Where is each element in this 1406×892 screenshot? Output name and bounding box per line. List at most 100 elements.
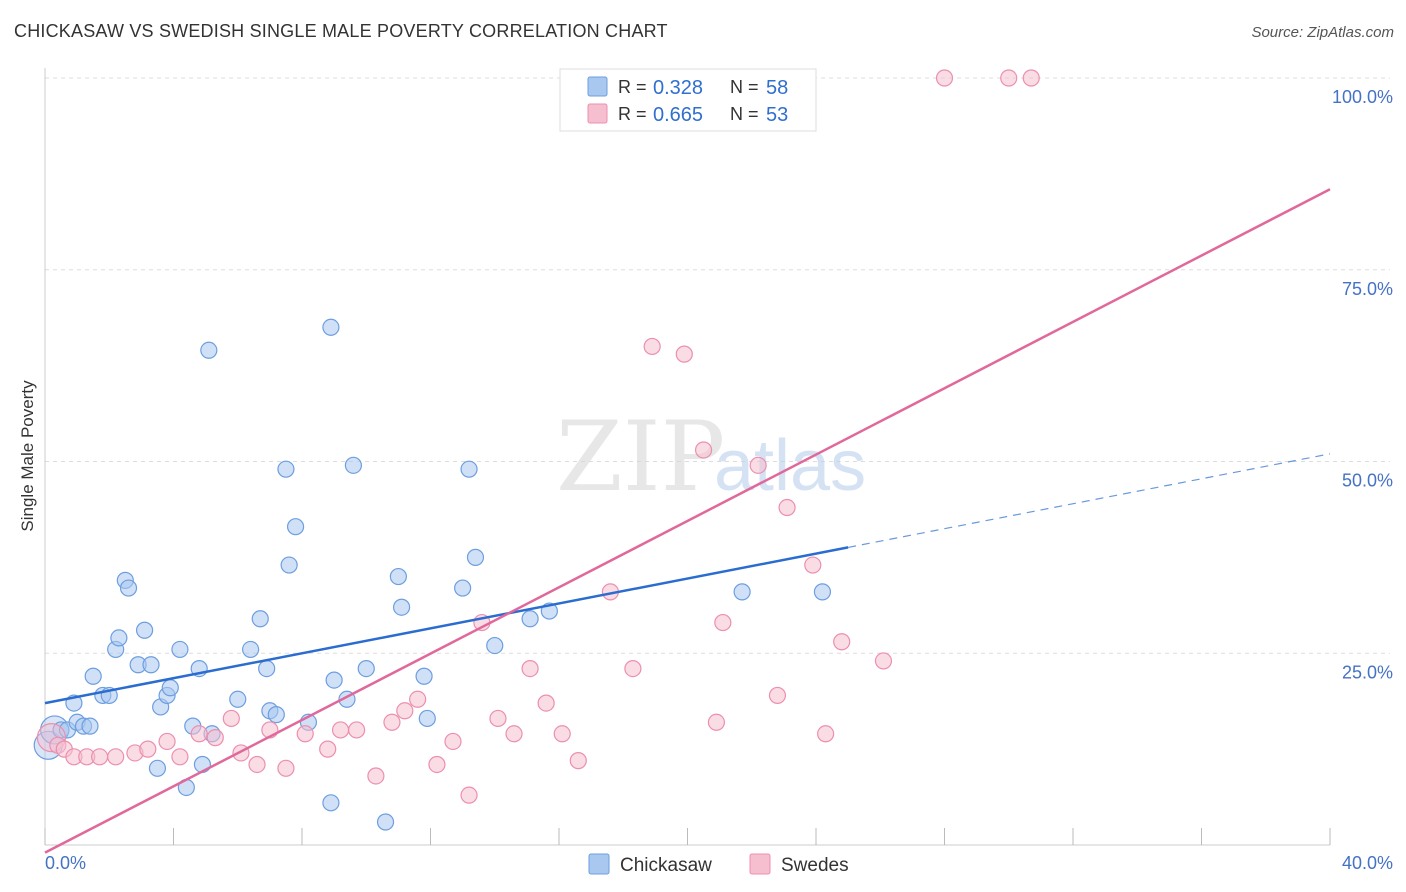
chickasaw-point-42 [389, 567, 407, 586]
chickasaw-point-26 [229, 690, 247, 708]
swedes-point-27 [444, 732, 462, 751]
chickasaw-point-31 [267, 706, 285, 724]
chickasaw-point-32 [277, 460, 295, 478]
chickasaw-point-15 [142, 656, 160, 674]
swedes-point-37 [624, 659, 642, 678]
x-tick-label-max: 40.0% [1342, 853, 1393, 873]
swedes-point-49 [817, 725, 835, 743]
swedes-point-45 [768, 686, 787, 705]
chickasaw-point-55 [322, 794, 340, 812]
legend-box: R = 0.328 N = 58 R = 0.665 N = 53 [559, 68, 817, 132]
chickasaw-point-41 [376, 813, 395, 831]
swedes-point-25 [409, 690, 427, 708]
swedes-point-5 [91, 748, 109, 766]
chickasaw-point-44 [418, 709, 436, 728]
chickasaw-point-20 [171, 640, 189, 659]
swedes-point-24 [396, 702, 414, 720]
chickasaw-trendline [44, 546, 849, 705]
legend-n-label-swedes: N = [730, 104, 759, 124]
bottom-legend-swatch-chickasaw [588, 853, 610, 875]
chart-title: CHICKASAW VS SWEDISH SINGLE MALE POVERTY… [14, 21, 668, 41]
swedes-point-15 [248, 755, 266, 774]
swedes-point-17 [277, 759, 295, 777]
chickasaw-point-27 [242, 640, 260, 659]
chickasaw-point-36 [322, 318, 340, 336]
legend-swatch-chickasaw [587, 76, 608, 97]
swedes-point-41 [694, 441, 713, 459]
swedes-point-38 [643, 337, 661, 356]
swedes-point-33 [537, 694, 555, 712]
chickasaw-point-43 [392, 598, 411, 616]
swedes-point-34 [553, 725, 571, 743]
legend-r-label-swedes: R = [618, 104, 647, 124]
chickasaw-point-47 [460, 460, 478, 478]
swedes-point-23 [383, 713, 401, 731]
chickasaw-trendline-extension [848, 453, 1331, 548]
x-tick-label-min: 0.0% [45, 853, 86, 873]
chickasaw-point-45 [415, 667, 433, 685]
legend-n-label-chickasaw: N = [730, 77, 759, 97]
chickasaw-point-10 [110, 629, 128, 647]
chickasaw-point-48 [466, 548, 485, 566]
legend-n-value-chickasaw: 58 [766, 77, 788, 99]
y-tick-label-50: 50.0% [1342, 471, 1393, 491]
y-tick-label-75: 75.0% [1342, 279, 1393, 299]
swedes-point-46 [778, 498, 796, 517]
chickasaw-point-37 [325, 671, 343, 689]
source-label: Source: ZipAtlas.com [1251, 24, 1394, 41]
legend-n-value-swedes: 53 [766, 104, 788, 126]
swedes-point-26 [428, 755, 446, 774]
swedes-point-44 [749, 456, 767, 474]
swedes-point-32 [521, 659, 539, 678]
watermark-zip: ZIP [556, 401, 725, 513]
chickasaw-point-53 [813, 583, 832, 601]
legend-swatch-swedes [587, 103, 608, 124]
watermark: ZIP atlas [556, 401, 866, 513]
swedes-point-19 [319, 740, 337, 758]
swedes-point-12 [206, 729, 224, 747]
chickasaw-point-33 [280, 556, 298, 574]
chickasaw-point-49 [486, 636, 504, 655]
chickasaw-point-29 [258, 659, 276, 678]
chickasaw-point-40 [357, 659, 375, 678]
bottom-legend: Chickasaw Swedes [588, 853, 849, 876]
swedes-point-31 [505, 725, 523, 743]
chickasaw-point-34 [286, 518, 305, 536]
legend-r-value-chickasaw: 0.328 [653, 77, 703, 99]
chickasaw-point-12 [119, 579, 138, 597]
swedes-point-18 [296, 725, 314, 743]
swedes-point-6 [107, 748, 125, 766]
swedes-point-21 [348, 721, 366, 739]
swedes-point-20 [331, 721, 350, 739]
series-swedes-points [36, 69, 1040, 804]
swedes-point-40 [675, 345, 693, 363]
swedes-point-13 [222, 709, 240, 728]
swedes-point-53 [1000, 69, 1018, 87]
x-ticks [44, 828, 1331, 845]
swedes-point-54 [1022, 69, 1040, 87]
watermark-atlas: atlas [714, 426, 866, 506]
swedes-trendline [44, 188, 1331, 854]
chickasaw-point-52 [733, 583, 751, 601]
swedes-point-50 [833, 633, 851, 651]
chickasaw-point-28 [251, 610, 269, 628]
swedes-point-51 [874, 652, 893, 670]
swedes-point-48 [804, 556, 822, 574]
chickasaw-point-46 [454, 579, 472, 597]
chickasaw-point-6 [84, 667, 102, 685]
chickasaw-point-57 [81, 717, 99, 735]
swedes-point-11 [190, 725, 208, 743]
y-tick-label-100: 100.0% [1332, 87, 1393, 107]
bottom-legend-label-chickasaw: Chickasaw [620, 855, 712, 876]
swedes-point-30 [489, 709, 507, 728]
legend-r-value-swedes: 0.665 [653, 104, 703, 126]
swedes-point-8 [139, 740, 157, 758]
chickasaw-point-16 [148, 759, 167, 777]
bottom-legend-label-swedes: Swedes [781, 855, 849, 876]
trendlines [44, 188, 1331, 854]
chickasaw-point-14 [135, 621, 154, 639]
chickasaw-point-50 [521, 610, 539, 628]
swedes-point-42 [707, 713, 726, 731]
chickasaw-point-19 [161, 679, 179, 697]
